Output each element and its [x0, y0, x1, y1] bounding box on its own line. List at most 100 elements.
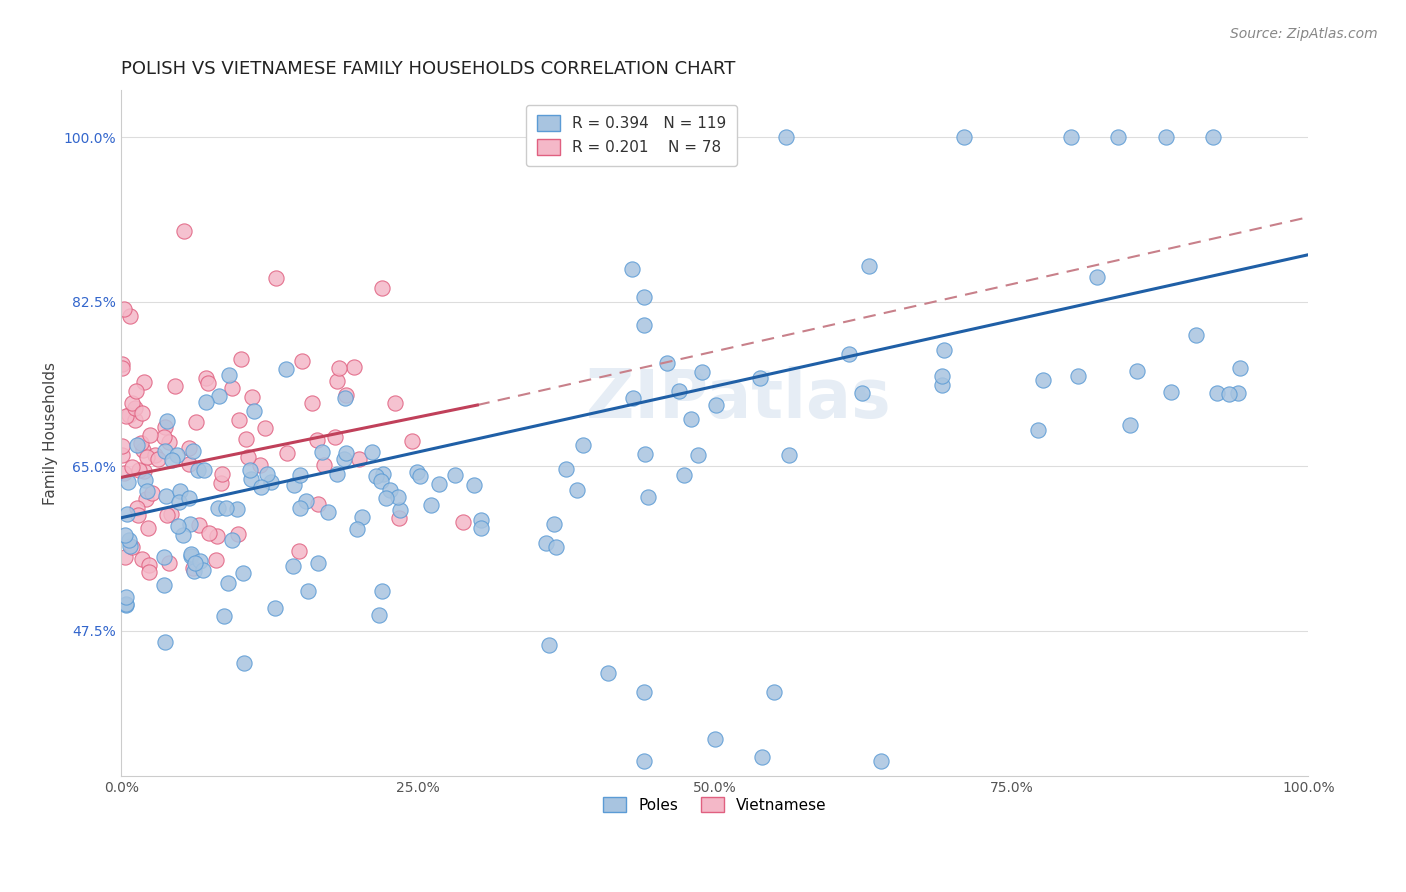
Point	[546, 541, 568, 555]
Point	[620, 261, 643, 276]
Point	[121, 396, 143, 410]
Point	[681, 412, 703, 426]
Point	[851, 386, 873, 401]
Point	[406, 465, 429, 479]
Point	[371, 280, 394, 294]
Point	[221, 381, 243, 395]
Point	[195, 395, 218, 409]
Point	[870, 754, 893, 768]
Point	[115, 409, 138, 423]
Point	[155, 489, 177, 503]
Point	[173, 224, 195, 238]
Point	[688, 449, 710, 463]
Point	[1085, 269, 1108, 284]
Point	[125, 384, 148, 398]
Point	[536, 536, 558, 550]
Point	[596, 665, 619, 680]
Point	[537, 638, 560, 652]
Point	[193, 462, 215, 476]
Point	[370, 474, 392, 488]
Point	[335, 388, 357, 402]
Point	[131, 436, 153, 450]
Point	[166, 448, 188, 462]
Point	[131, 551, 153, 566]
Point	[633, 290, 655, 304]
Point	[1227, 386, 1250, 401]
Point	[703, 731, 725, 746]
Point	[114, 549, 136, 564]
Point	[1067, 368, 1090, 383]
Point	[690, 365, 713, 379]
Point	[191, 563, 214, 577]
Point	[160, 452, 183, 467]
Point	[290, 501, 312, 516]
Point	[637, 490, 659, 504]
Point	[124, 413, 146, 427]
Point	[704, 398, 727, 412]
Point	[326, 374, 349, 388]
Point	[346, 522, 368, 536]
Point	[311, 444, 333, 458]
Point	[283, 559, 305, 574]
Point	[953, 130, 976, 145]
Point	[249, 480, 271, 494]
Point	[254, 420, 277, 434]
Point	[114, 528, 136, 542]
Point	[187, 518, 209, 533]
Point	[127, 508, 149, 523]
Point	[134, 464, 156, 478]
Point	[387, 491, 409, 505]
Point	[232, 657, 254, 671]
Point	[543, 517, 565, 532]
Point	[134, 375, 156, 389]
Point	[371, 583, 394, 598]
Point	[934, 343, 956, 357]
Point	[389, 503, 412, 517]
Point	[1032, 373, 1054, 387]
Point	[205, 529, 228, 543]
Point	[240, 390, 263, 404]
Point	[1154, 130, 1177, 145]
Point	[1218, 387, 1240, 401]
Point	[236, 450, 259, 465]
Point	[1060, 130, 1083, 145]
Point	[931, 368, 953, 383]
Point	[328, 360, 350, 375]
Point	[211, 467, 233, 482]
Point	[198, 526, 221, 541]
Point	[169, 495, 191, 509]
Point	[633, 754, 655, 768]
Point	[335, 446, 357, 460]
Text: Source: ZipAtlas.com: Source: ZipAtlas.com	[1230, 27, 1378, 41]
Point	[157, 435, 180, 450]
Point	[838, 347, 860, 361]
Point	[375, 491, 398, 505]
Point	[135, 450, 157, 464]
Point	[1185, 328, 1208, 343]
Point	[420, 499, 443, 513]
Point	[115, 507, 138, 521]
Point	[180, 549, 202, 563]
Point	[177, 441, 200, 455]
Point	[115, 598, 138, 612]
Point	[134, 473, 156, 487]
Point	[1160, 384, 1182, 399]
Point	[295, 494, 318, 508]
Point	[775, 130, 797, 145]
Point	[1119, 417, 1142, 432]
Point	[453, 515, 475, 529]
Point	[307, 556, 329, 570]
Point	[240, 473, 263, 487]
Point	[156, 414, 179, 428]
Point	[634, 447, 657, 461]
Point	[138, 558, 160, 573]
Point	[135, 483, 157, 498]
Point	[118, 310, 141, 324]
Point	[125, 438, 148, 452]
Point	[197, 376, 219, 390]
Point	[188, 554, 211, 568]
Point	[115, 591, 138, 605]
Point	[672, 467, 695, 482]
Point	[187, 463, 209, 477]
Point	[153, 635, 176, 649]
